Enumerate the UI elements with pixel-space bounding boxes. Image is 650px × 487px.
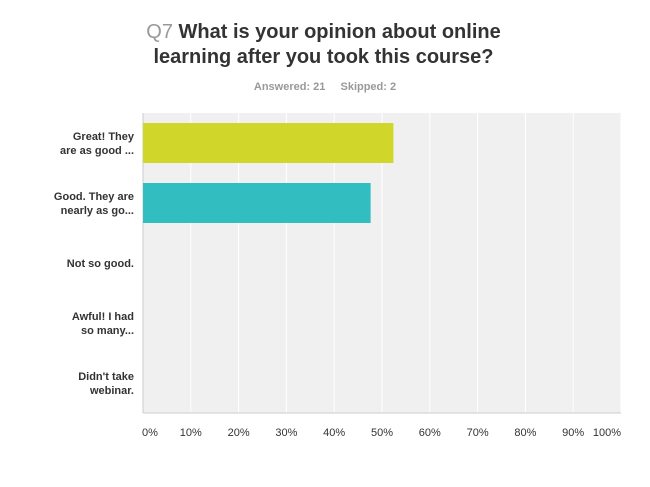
- question-number: Q7: [146, 21, 173, 43]
- x-tick-label: 60%: [419, 427, 441, 439]
- x-tick-label: 100%: [593, 427, 621, 439]
- x-tick-label: 10%: [180, 427, 202, 439]
- x-tick-label: 0%: [142, 427, 158, 439]
- x-tick-label: 80%: [514, 427, 536, 439]
- bar-0: [143, 123, 394, 163]
- question-title-line1: What is your opinion about online: [178, 21, 501, 43]
- x-tick-label: 20%: [228, 427, 250, 439]
- x-tick-label: 70%: [467, 427, 489, 439]
- category-label: Didn't take webinar.: [78, 371, 134, 397]
- bar-1: [143, 183, 371, 223]
- response-stats: Answered: 21 Skipped: 2: [0, 81, 650, 93]
- skipped-count: Skipped: 2: [340, 81, 397, 93]
- x-tick-label: 40%: [323, 427, 345, 439]
- question-title-line2: learning after you took this course?: [153, 46, 494, 68]
- category-label: Not so good.: [67, 258, 134, 270]
- category-label: Good. They are nearly as go...: [54, 191, 134, 217]
- x-tick-label: 50%: [371, 427, 393, 439]
- x-tick-label: 30%: [275, 427, 297, 439]
- answered-count: Answered: 21: [253, 81, 326, 93]
- x-tick-label: 90%: [562, 427, 584, 439]
- category-label: Awful! I had so many...: [72, 311, 134, 337]
- category-label: Great! They are as good ...: [60, 131, 135, 157]
- chart-title: Q7 What is your opinion about online lea…: [0, 20, 650, 70]
